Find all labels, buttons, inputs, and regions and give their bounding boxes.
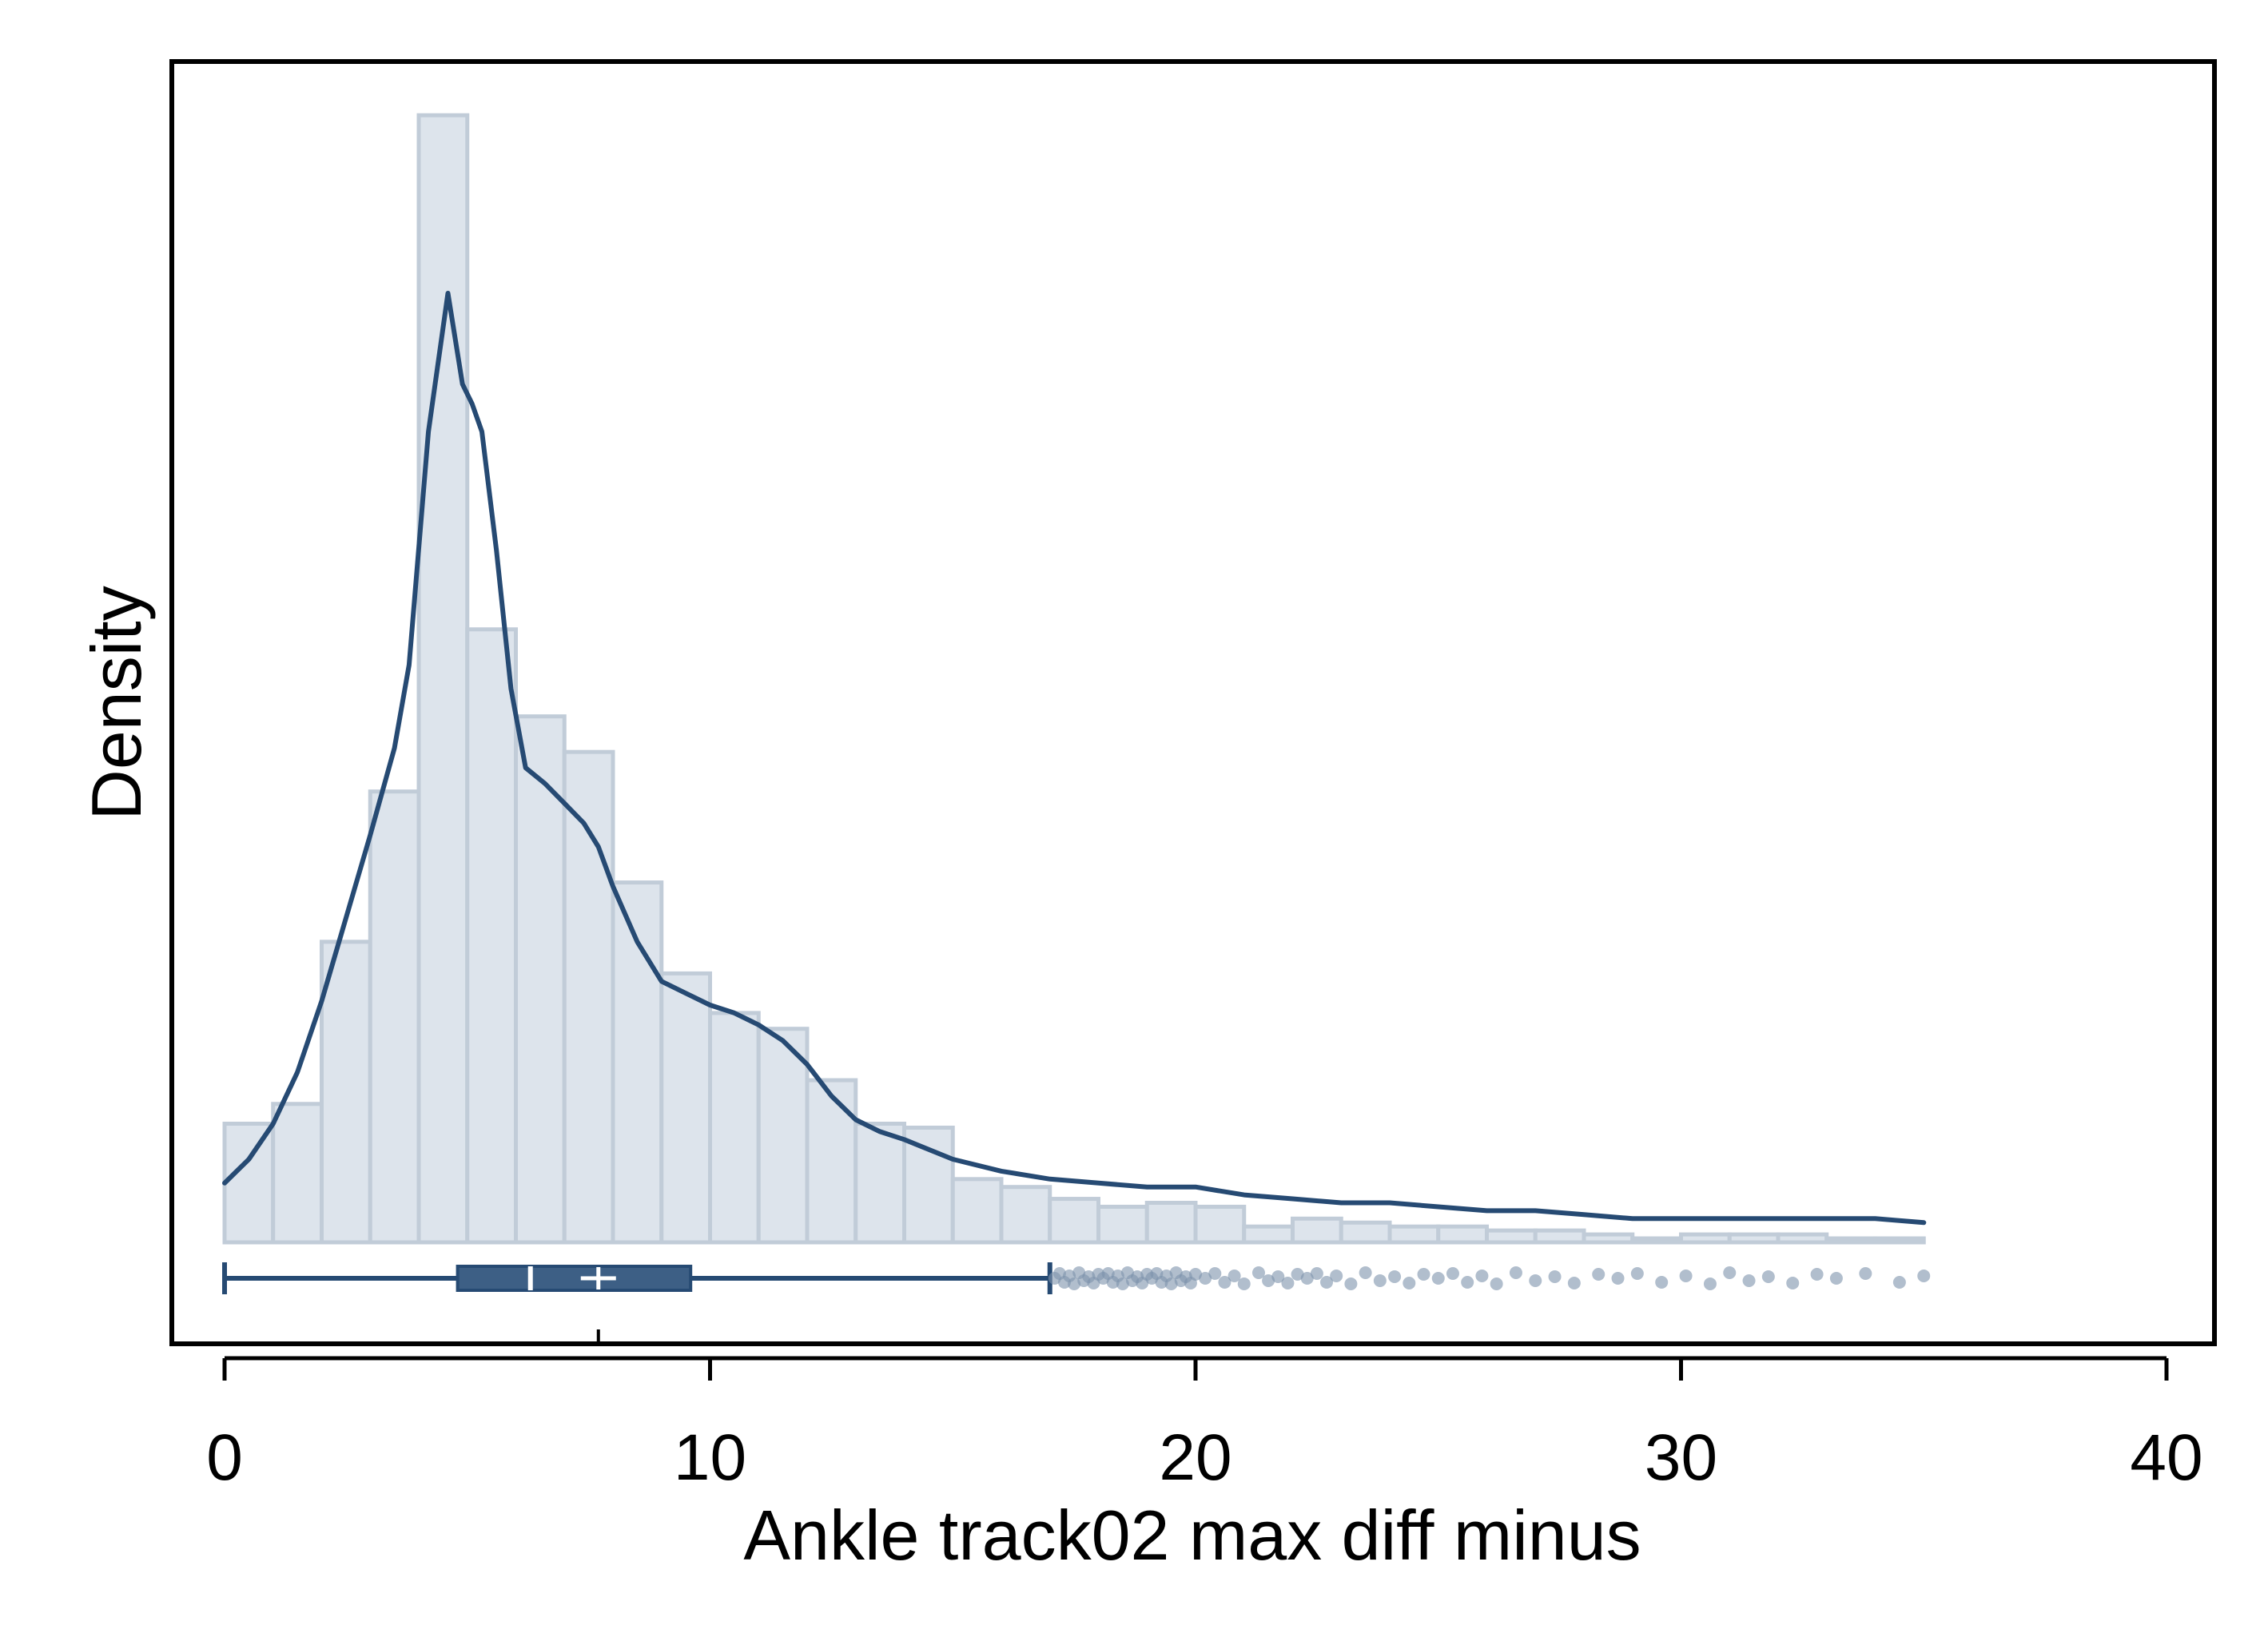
outlier-point bbox=[1786, 1277, 1800, 1289]
outlier-point bbox=[1509, 1266, 1522, 1279]
outlier-point bbox=[1300, 1272, 1314, 1285]
histogram-bar bbox=[1679, 1232, 1732, 1245]
histogram-bar bbox=[1485, 1228, 1538, 1245]
outlier-point bbox=[1630, 1267, 1644, 1280]
histogram-bar bbox=[1873, 1236, 1926, 1245]
outlier-point bbox=[1208, 1267, 1222, 1280]
x-tick-label: 0 bbox=[206, 1421, 243, 1494]
x-tick-label: 10 bbox=[674, 1421, 746, 1494]
plot-area bbox=[222, 113, 1931, 1294]
histogram-bar bbox=[1339, 1220, 1392, 1245]
outlier-point bbox=[1703, 1277, 1717, 1290]
histogram-bar bbox=[1144, 1201, 1198, 1245]
histogram-bar bbox=[368, 789, 421, 1245]
histogram-bar bbox=[1436, 1224, 1489, 1245]
x-axis-title: Ankle track02 max diff minus bbox=[743, 1496, 1641, 1575]
histogram-bar bbox=[1824, 1236, 1877, 1245]
histogram-bar bbox=[1582, 1232, 1635, 1245]
histogram-bar bbox=[1193, 1204, 1247, 1245]
outlier-point bbox=[1592, 1268, 1606, 1281]
outlier-point bbox=[1761, 1270, 1775, 1283]
histogram-bar bbox=[1291, 1216, 1343, 1245]
x-tick-label: 40 bbox=[2130, 1421, 2202, 1494]
histogram-bar bbox=[1630, 1236, 1683, 1245]
outlier-point bbox=[1829, 1272, 1843, 1285]
histogram-bar bbox=[320, 940, 372, 1245]
histogram-bar bbox=[1242, 1224, 1295, 1245]
outlier-point bbox=[1403, 1277, 1416, 1289]
histogram-bar bbox=[1387, 1224, 1441, 1245]
outlier-point bbox=[1068, 1277, 1081, 1290]
outlier-point bbox=[1330, 1270, 1343, 1282]
histogram-bar bbox=[805, 1078, 858, 1245]
x-axis: 0 10 20 30 40 bbox=[206, 1329, 2203, 1494]
outlier-point bbox=[1310, 1267, 1323, 1280]
outlier-point bbox=[1859, 1267, 1872, 1280]
outlier-point bbox=[1475, 1270, 1489, 1282]
outlier-point bbox=[1431, 1272, 1445, 1285]
histogram-bar bbox=[416, 113, 470, 1245]
x-tick-label: 30 bbox=[1645, 1421, 1717, 1494]
outlier-point bbox=[1237, 1277, 1251, 1290]
histogram-bar bbox=[271, 1102, 324, 1245]
histogram-bar bbox=[1048, 1197, 1100, 1245]
histogram-bar bbox=[1727, 1232, 1781, 1245]
outlier-point bbox=[1461, 1276, 1474, 1289]
outlier-point bbox=[1742, 1274, 1756, 1287]
outlier-point bbox=[1262, 1274, 1275, 1287]
outlier-point bbox=[1679, 1270, 1693, 1282]
outlier-point bbox=[1611, 1272, 1625, 1285]
outlier-point bbox=[1417, 1268, 1430, 1281]
outlier-point bbox=[1529, 1274, 1542, 1287]
histogram-bar bbox=[708, 1011, 761, 1245]
outlier-point bbox=[1892, 1276, 1906, 1289]
outlier-point bbox=[1388, 1270, 1402, 1283]
histogram-bar bbox=[1096, 1204, 1149, 1245]
histogram-bar bbox=[222, 1122, 276, 1245]
outlier-point bbox=[1218, 1276, 1231, 1289]
kde-curve bbox=[222, 291, 1927, 1226]
histogram-bar bbox=[853, 1122, 906, 1245]
outlier-point bbox=[1189, 1268, 1202, 1281]
outlier-point bbox=[1320, 1276, 1334, 1289]
histogram-bar bbox=[659, 971, 712, 1245]
histogram-bar bbox=[611, 880, 664, 1245]
histogram-bar bbox=[1776, 1232, 1829, 1245]
histogram-bar bbox=[950, 1177, 1004, 1245]
outlier-point bbox=[1723, 1266, 1737, 1279]
outlier-point bbox=[1251, 1266, 1265, 1279]
histogram-bar bbox=[465, 627, 518, 1245]
outlier-point bbox=[1344, 1277, 1358, 1290]
outlier-point bbox=[1228, 1270, 1241, 1282]
histogram-bar bbox=[1533, 1228, 1586, 1245]
outlier-point bbox=[1164, 1277, 1178, 1290]
outlier-point bbox=[1917, 1270, 1931, 1282]
histogram-bar bbox=[999, 1185, 1052, 1245]
histogram-bar bbox=[562, 749, 615, 1245]
y-axis-title: Density bbox=[77, 586, 156, 820]
outlier-point bbox=[1116, 1277, 1129, 1290]
boxplot-box bbox=[456, 1265, 693, 1292]
outlier-point bbox=[1271, 1270, 1285, 1283]
outlier-point bbox=[1810, 1268, 1824, 1281]
histogram-bar bbox=[514, 714, 567, 1245]
outlier-point bbox=[1281, 1277, 1295, 1289]
outlier-point bbox=[1548, 1270, 1562, 1283]
outlier-point bbox=[1446, 1267, 1459, 1280]
x-tick-label: 20 bbox=[1159, 1421, 1231, 1494]
outlier-point bbox=[1567, 1277, 1581, 1289]
plot-frame bbox=[169, 59, 2217, 1346]
outlier-point bbox=[1359, 1266, 1372, 1279]
outlier-point bbox=[1199, 1272, 1212, 1285]
outlier-point bbox=[1291, 1268, 1304, 1281]
histogram-bar bbox=[756, 1027, 810, 1245]
outlier-point bbox=[1490, 1277, 1503, 1290]
outlier-point bbox=[1373, 1274, 1387, 1287]
outlier-point bbox=[1655, 1276, 1669, 1289]
